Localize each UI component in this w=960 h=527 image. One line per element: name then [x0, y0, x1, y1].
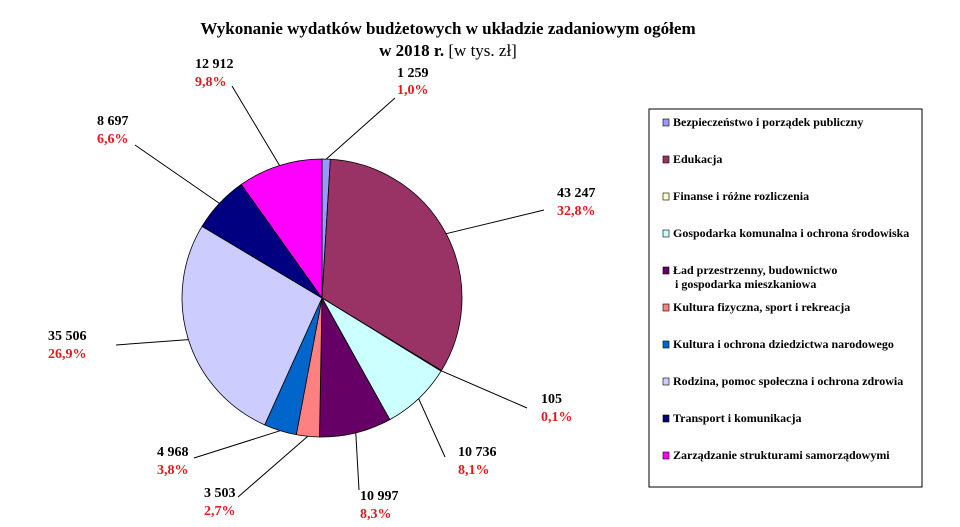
legend-swatch: [662, 229, 670, 238]
chart-title-year: w 2018 r.: [379, 41, 444, 60]
slice-percent-label: 9,8%: [195, 75, 227, 90]
data-labels: 1 259 1,0% 43 247 32,8% 105 0,1% 10 736 8,1% 10 …: [48, 57, 596, 522]
legend-label: Finanse i różne rozliczenia: [673, 189, 809, 203]
legend-label: Edukacja: [673, 152, 722, 166]
slice-percent-label: 3,8%: [157, 463, 189, 478]
legend-swatch: [662, 451, 670, 460]
leader-line: [418, 398, 446, 458]
slice-value-label: 43 247: [557, 186, 596, 201]
leader-lines: [115, 85, 545, 498]
leader-line: [441, 370, 528, 409]
chart-title-line1: Wykonanie wydatków budżetowych w układzi…: [200, 19, 695, 38]
leader-line: [445, 209, 545, 235]
slice-percent-label: 8,1%: [458, 463, 490, 478]
legend-swatch: [662, 340, 670, 349]
legend-swatch: [662, 155, 670, 164]
slice-value-label: 4 968: [157, 445, 189, 460]
leader-line: [237, 435, 309, 498]
leader-line: [231, 85, 281, 166]
legend-box: [648, 108, 923, 488]
slice-value-label: 1 259: [397, 66, 429, 81]
slice-value-label: 8 697: [97, 114, 129, 129]
legend-label: Bezpieczeństwo i porządek publiczny: [673, 115, 863, 129]
leader-line: [115, 339, 189, 346]
leader-line: [325, 97, 396, 160]
pie-slices: [181, 158, 463, 438]
legend-label: Rodzina, pomoc społeczna i ochrona zdrow…: [673, 374, 903, 388]
leader-line: [134, 144, 220, 204]
slice-percent-label: 6,6%: [97, 132, 129, 147]
slice-percent-label: 26,9%: [48, 347, 87, 362]
legend-label: Ład przestrzenny, budownictwo: [673, 263, 837, 277]
slice-percent-label: 2,7%: [204, 504, 236, 519]
legend-swatch: [662, 303, 670, 312]
slice-percent-label: 32,8%: [557, 204, 596, 219]
slice-percent-label: 0,1%: [541, 410, 573, 425]
pie-slice: [240, 158, 323, 300]
legend-label: Gospodarka komunalna i ochrona środowisk…: [673, 226, 909, 240]
legend-swatch: [662, 414, 670, 423]
legend-swatch: [662, 192, 670, 201]
slice-percent-label: 1,0%: [397, 83, 429, 98]
legend-swatch: [662, 377, 670, 386]
legend-label: Kultura fizyczna, sport i rekreacja: [673, 300, 850, 314]
slice-value-label: 105: [541, 392, 562, 407]
legend-label: Zarządzanie strukturami samorządowymi: [673, 448, 890, 462]
slice-value-label: 12 912: [195, 57, 234, 72]
slice-value-label: 35 506: [48, 329, 87, 344]
slice-value-label: 10 997: [360, 489, 399, 504]
slice-percent-label: 8,3%: [360, 507, 392, 522]
legend-label: Transport i komunikacja: [673, 411, 801, 425]
leader-line: [355, 432, 360, 491]
chart-title-unit: [w tys. zł]: [448, 41, 516, 60]
legend-label: i gospodarka mieszkaniowa: [675, 277, 816, 291]
pie-slice: [181, 225, 323, 426]
slice-value-label: 10 736: [458, 445, 497, 460]
legend-label: Kultura i ochrona dziedzictwa narodowego: [673, 337, 894, 351]
leader-line: [193, 430, 281, 459]
legend: Bezpieczeństwo i porządek publiczny Eduka…: [662, 115, 909, 462]
slice-value-label: 3 503: [204, 486, 236, 501]
chart-title-line2: w 2018 r. [w tys. zł]: [379, 41, 517, 60]
legend-swatch: [662, 266, 670, 275]
legend-swatch: [662, 118, 670, 127]
